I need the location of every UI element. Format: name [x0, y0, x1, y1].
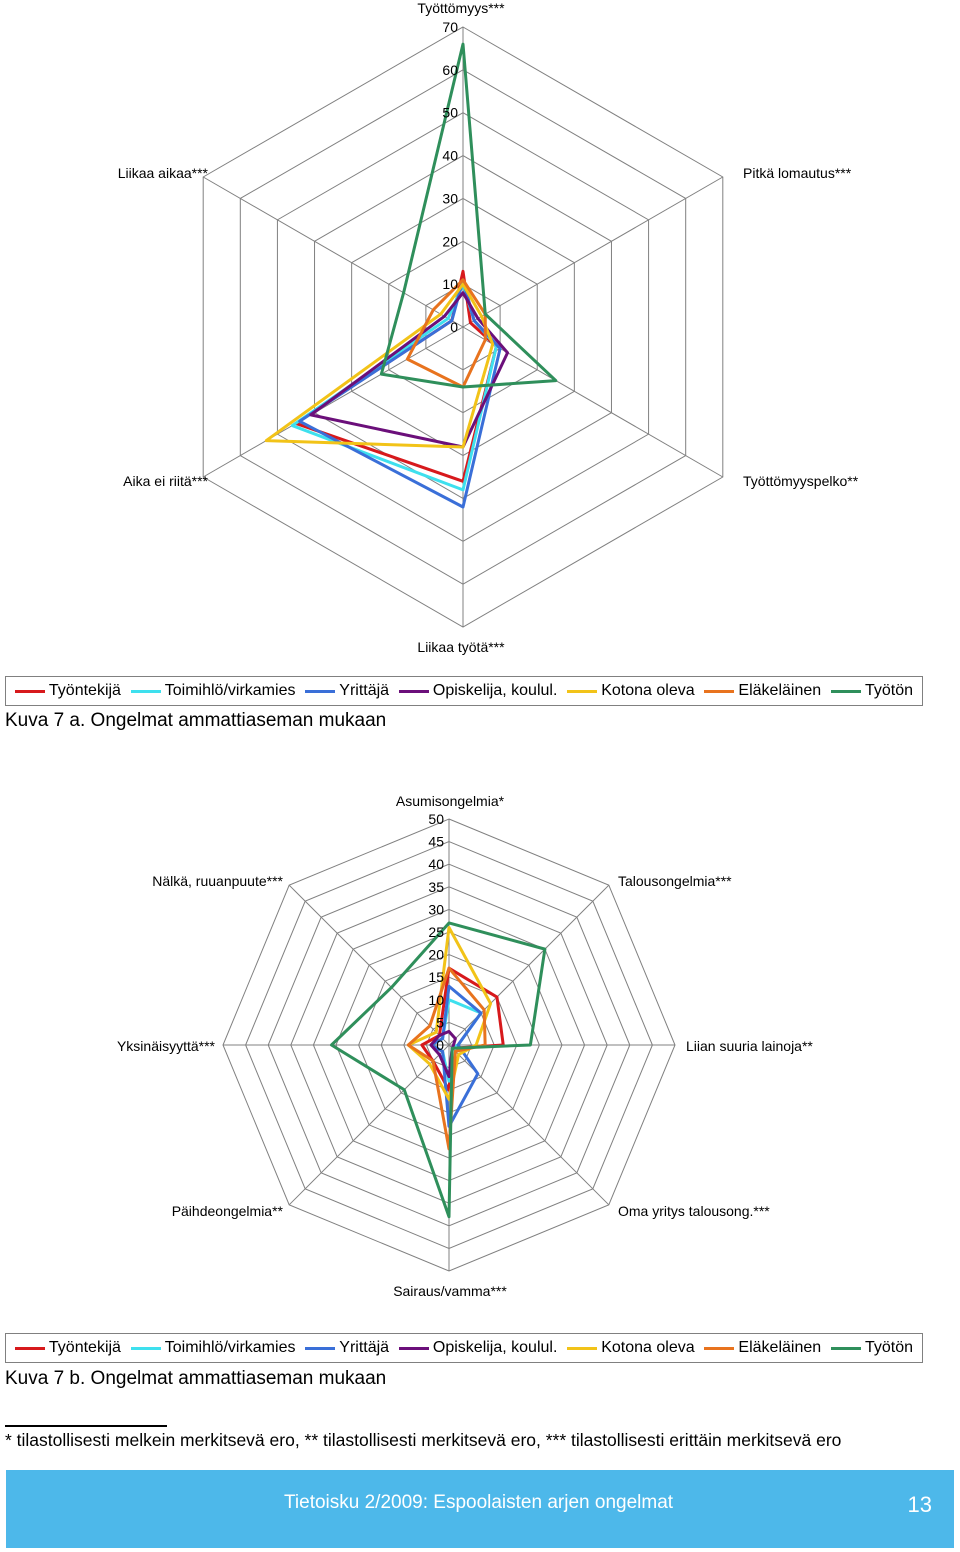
chart-7b-axis-label: Nälkä, ruuanpuute***	[152, 873, 283, 889]
legend-swatch	[398, 689, 429, 693]
legend-item-tyoton: Työtön	[830, 1339, 913, 1357]
radar-chart-7b: 0 5 10 15 20 25 30 35 40 45 50 Asumisongelmia* Talou…	[117, 793, 813, 1299]
legend-label: Työtön	[864, 682, 913, 699]
chart-7b-tick-label: 45	[428, 834, 444, 850]
chart-7b-axis-label: Päihdeongelmia**	[172, 1203, 284, 1219]
chart-7a-series-tyoton	[379, 42, 558, 389]
chart-7b-tick-label: 10	[428, 992, 444, 1008]
legend-item-toimihlo-virkamies: Toimihlö/virkamies	[130, 1339, 296, 1357]
legend-swatch	[567, 1346, 598, 1350]
chart-7a-tick-label: 60	[442, 62, 458, 78]
chart-7b-tick-label: 15	[428, 969, 444, 985]
chart-7a-spoke	[462, 326, 724, 478]
legend-item-kotona-oleva: Kotona oleva	[567, 682, 695, 700]
legend-label: Opiskelija, koulul.	[432, 1339, 558, 1356]
chart-7a-tick-label: 30	[442, 190, 458, 206]
chart-7b-axis-label: Liian suuria lainoja**	[686, 1038, 813, 1054]
legend-swatch	[14, 689, 45, 693]
chart-7a-series-kotona-oleva	[264, 282, 495, 449]
legend-7a: Työntekijä Toimihlö/virkamies Yrittäjä Opis…	[5, 676, 923, 706]
chart-7b-spoke	[288, 884, 450, 1046]
legend-label: Eläkeläinen	[738, 1339, 822, 1356]
legend-7b: Työntekijä Toimihlö/virkamies Yrittäjä Opis…	[5, 1333, 923, 1363]
legend-label: Yrittäjä	[339, 1339, 390, 1356]
legend-label: Työtön	[864, 1339, 913, 1356]
legend-item-yrittaja: Yrittäjä	[305, 1339, 389, 1357]
footnote-rule	[5, 1425, 167, 1427]
legend-swatch	[130, 689, 161, 693]
legend-swatch	[130, 1346, 161, 1350]
chart-7a-axis-label: Liikaa aikaa***	[118, 165, 209, 181]
legend-label: Eläkeläinen	[738, 682, 822, 699]
chart-7b-tick-label: 35	[428, 879, 444, 895]
chart-7a-axis-label: Työttömyys***	[417, 0, 505, 16]
figure-caption-7a: Kuva 7 a. Ongelmat ammattiaseman mukaan	[5, 710, 387, 731]
legend-label: Kotona oleva	[601, 1339, 695, 1356]
legend-label: Toimihlö/virkamies	[164, 1339, 296, 1356]
legend-item-elakelainen: Eläkeläinen	[704, 1339, 821, 1357]
legend-item-opiskelija-koulul: Opiskelija, koulul.	[398, 682, 558, 700]
chart-7b-tick-label: 5	[436, 1014, 444, 1030]
chart-7b-series-tyontekija	[420, 966, 505, 1092]
legend-item-kotona-oleva: Kotona oleva	[567, 1339, 695, 1357]
legend-swatch	[830, 689, 861, 693]
chart-7a-tick-label: 50	[442, 105, 458, 121]
legend-swatch	[398, 1346, 429, 1350]
chart-7b-tick-label: 40	[428, 856, 444, 872]
legend-swatch	[704, 689, 735, 693]
chart-7a-series-yrittaja	[298, 278, 502, 509]
chart-7b-spoke	[288, 1044, 450, 1206]
legend-item-yrittaja: Yrittäjä	[305, 682, 389, 700]
chart-7a-tick-label: 70	[442, 19, 458, 35]
figure-caption-7b: Kuva 7 b. Ongelmat ammattiaseman mukaan	[5, 1368, 387, 1389]
chart-7a-tick-label: 0	[450, 319, 458, 335]
chart-7a-axis-label: Aika ei riitä***	[123, 473, 208, 489]
significance-footnote: * tilastollisesti melkein merkitsevä ero…	[5, 1430, 842, 1450]
chart-7b-series-opiskelija-koulul	[429, 1029, 457, 1079]
legend-item-elakelainen: Eläkeläinen	[704, 682, 821, 700]
chart-7a-tick-label: 40	[442, 148, 458, 164]
chart-7a-tick-label: 20	[442, 233, 458, 249]
legend-label: Opiskelija, koulul.	[432, 682, 558, 699]
chart-7a-spoke	[202, 176, 464, 328]
chart-7b-axis-label: Yksinäisyyttä***	[117, 1038, 216, 1054]
page-number: 13	[907, 1492, 932, 1517]
legend-label: Yrittäjä	[339, 682, 390, 699]
chart-7a-axis-label: Liikaa työtä***	[417, 639, 505, 655]
footer-publication-title: Tietoisku 2/2009: Espoolaisten arjen ong…	[284, 1492, 674, 1513]
legend-swatch	[305, 689, 336, 693]
chart-7a-spoke	[202, 326, 464, 478]
chart-7b-tick-label: 20	[428, 947, 444, 963]
chart-7b-axis-label: Talousongelmia***	[618, 873, 732, 889]
legend-label: Työntekijä	[48, 1339, 121, 1356]
chart-7a-axis-label: Pitkä lomautus***	[743, 165, 852, 181]
legend-label: Toimihlö/virkamies	[164, 682, 296, 699]
footer-bar: Tietoisku 2/2009: Espoolaisten arjen ong…	[6, 1470, 954, 1548]
chart-7b-axis-label: Asumisongelmia*	[396, 793, 505, 809]
radar-chart-7a: 0 10 20 30 40 50 60 70 Työttömyys*** Pitkä lomaut…	[118, 0, 859, 655]
legend-item-tyontekija: Työntekijä	[14, 1339, 121, 1357]
chart-7b-tick-label: 25	[428, 924, 444, 940]
chart-7b-axis-label: Sairaus/vamma***	[393, 1283, 507, 1299]
legend-swatch	[305, 1346, 336, 1350]
legend-swatch	[14, 1346, 45, 1350]
chart-7b-axis-label: Oma yritys talousong.***	[618, 1203, 770, 1219]
legend-swatch	[830, 1346, 861, 1350]
chart-7b-tick-label: 30	[428, 901, 444, 917]
legend-label: Kotona oleva	[601, 682, 695, 699]
legend-swatch	[567, 689, 598, 693]
legend-item-toimihlo-virkamies: Toimihlö/virkamies	[130, 682, 296, 700]
chart-7b-tick-label: 0	[436, 1037, 444, 1053]
legend-item-opiskelija-koulul: Opiskelija, koulul.	[398, 1339, 558, 1357]
legend-swatch	[704, 1346, 735, 1350]
legend-label: Työntekijä	[48, 682, 121, 699]
legend-item-tyontekija: Työntekijä	[14, 682, 121, 700]
chart-7a-tick-label: 10	[442, 276, 458, 292]
chart-7b-spoke	[448, 884, 610, 1046]
chart-7b-series-tyoton	[329, 921, 547, 1219]
chart-7a-spoke	[462, 176, 724, 328]
chart-7b-tick-label: 50	[428, 811, 444, 827]
legend-item-tyoton: Työtön	[830, 682, 913, 700]
chart-7a-axis-label: Työttömyyspelko**	[743, 473, 859, 489]
